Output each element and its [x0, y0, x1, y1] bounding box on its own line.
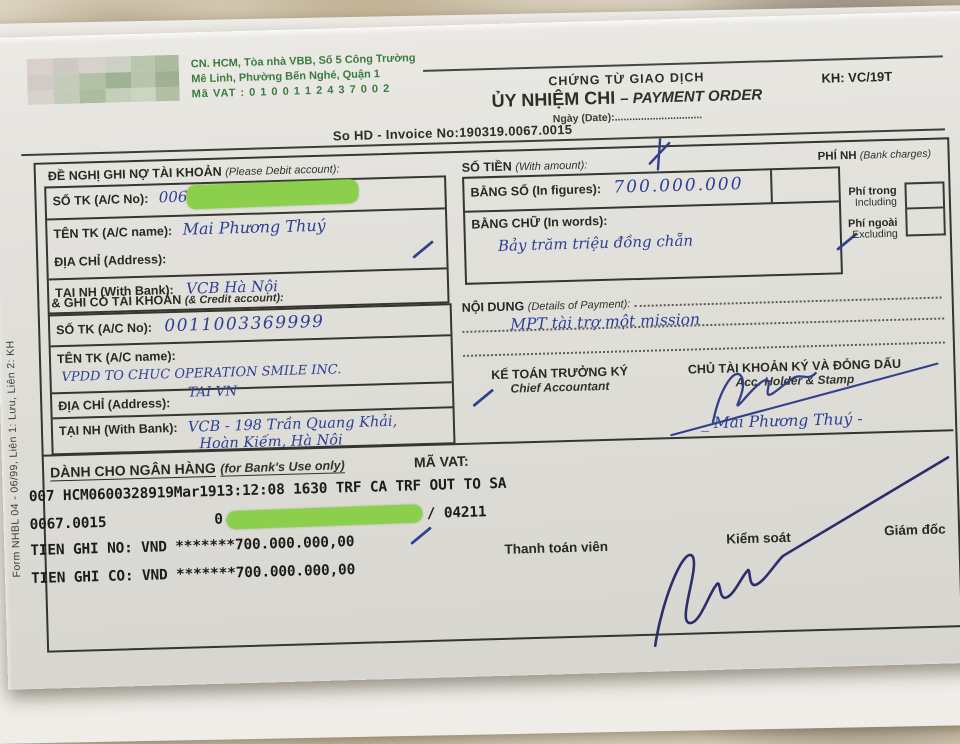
amount-words-label: BẰNG CHỮ (In words): — [471, 213, 608, 232]
excluding-en: Excluding — [852, 227, 898, 242]
credit-name-label: TÊN TK (A/C name): — [56, 348, 176, 367]
title-block: CHỨNG TỪ GIAO DỊCH ỦY NHIỆM CHI – PAYMEN… — [446, 67, 807, 128]
payment-order-paper: Form NHBL 04 - 06/99, Liên 1: Lưu, Liên … — [0, 10, 960, 690]
excluding-checkbox — [905, 208, 946, 237]
form-edge-label: Form NHBL 04 - 06/99, Liên 1: Lưu, Liên … — [4, 340, 24, 578]
amount-figures-cell-divider — [769, 170, 773, 203]
amount-figures-value: 700.000.000 — [613, 174, 744, 198]
credit-accno-label: SỐ TK (A/C No): — [55, 320, 153, 338]
kh-code: KH: VC/19T — [821, 68, 893, 86]
including-checkbox — [904, 181, 946, 210]
accountant-sign-block: KẾ TOÁN TRƯỞNG KÝ Chief Accountant — [469, 364, 650, 397]
charges-title-en: (Bank charges) — [859, 147, 932, 162]
bank-use-title-en: (for Bank's Use only) — [220, 458, 345, 476]
title-english: – PAYMENT ORDER — [620, 86, 763, 108]
charges-title-vi: PHÍ NH — [817, 149, 857, 163]
amount-title-vi: SỐ TIỀN — [461, 159, 513, 175]
pen-currency-mark — [648, 138, 671, 171]
debit-accno-label: SỐ TK (A/C No): — [52, 191, 149, 209]
bank-address-block: CN. HCM, Tòa nhà VBB, Số 5 Công Trường M… — [191, 51, 417, 102]
credit-accno-value: 0011003369999 — [164, 311, 325, 337]
machine-line2-ref: 0067.0015 — [29, 514, 107, 534]
machine-line2-acct-prefix: 0 — [214, 511, 224, 528]
amount-box: BẰNG SỐ (In figures): 700.000.000 BẰNG C… — [462, 166, 843, 285]
including-en: Including — [854, 195, 898, 210]
debit-name-value: Mai Phương Thuý — [182, 215, 326, 239]
pixelated-bank-logo — [26, 54, 180, 105]
debit-name-label: TÊN TK (A/C name): — [53, 223, 173, 242]
holder-signature — [670, 362, 939, 437]
vat-code-label: MÃ VAT: — [413, 452, 469, 471]
amount-words-value: Bảy trăm triệu đồng chẵn — [497, 231, 694, 255]
credit-address-label: ĐỊA CHỈ (Address): — [58, 396, 171, 414]
approval-signature — [653, 456, 950, 647]
machine-line2-suffix: / 04211 — [426, 504, 487, 522]
bank-use-title-vi: DÀNH CHO NGÂN HÀNG — [49, 459, 216, 481]
credit-bank-label: TẠI NH (With Bank): — [58, 420, 178, 439]
debit-accno-value: 006 — [158, 187, 188, 207]
charges-checkboxes — [904, 181, 946, 237]
charges-including-labels: Phí trong Including — [832, 185, 897, 210]
machine-line2-gap — [106, 520, 214, 523]
debit-name-address-row: TÊN TK (A/C name): Mai Phương Thuý ĐỊA C… — [47, 209, 447, 281]
credit-account-table: SỐ TK (A/C No): 0011003369999 TÊN TK (A/… — [47, 303, 456, 456]
amount-words-row: BẰNG CHỮ (In words): Bảy trăm triệu đồng… — [465, 202, 841, 278]
teller-label: Thanh toán viên — [504, 538, 609, 557]
debit-address-label: ĐỊA CHỈ (Address): — [54, 252, 167, 270]
amount-title-en: (With amount): — [515, 159, 588, 174]
charges-excluding-labels: Phí ngoài Excluding — [833, 217, 898, 242]
amount-figures-label: BẰNG SỐ (In figures): — [470, 182, 602, 200]
title-vietnamese: ỦY NHIỆM CHI — [491, 87, 616, 112]
